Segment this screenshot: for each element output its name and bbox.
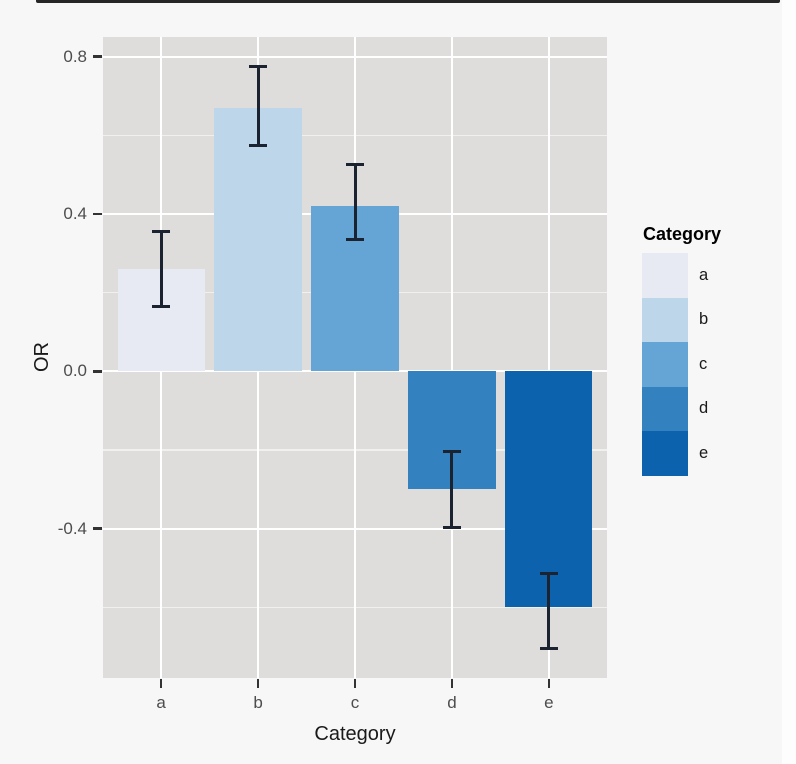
errorbar-stem [353,162,357,242]
chart-panel [103,37,607,678]
y-tick-mark [93,527,102,530]
errorbar-cap-bottom [442,525,461,529]
legend-key-d [642,386,688,431]
legend-row: c [642,342,791,387]
bar-b [214,107,302,372]
legend-label: b [699,310,709,329]
legend-label: a [699,265,709,284]
errorbar-cap-bottom [346,238,364,242]
legend-key-e [642,431,688,476]
legend: Category a b c d e [641,224,791,476]
x-tick-label: b [253,693,263,712]
errorbar-a [152,229,171,309]
y-tick-label: -0.4 [57,518,87,538]
x-tick-mark [450,679,454,688]
y-axis-title: OR [31,342,53,372]
errorbar-cap-top [249,64,268,68]
legend-label: e [699,443,709,462]
x-tick-label: d [447,693,457,712]
legend-row: a [642,253,791,298]
y-tick-label: 0.0 [63,361,87,381]
x-tick-mark [159,679,163,688]
x-tick-mark [547,679,551,688]
y-tick-label: 0.8 [63,46,87,66]
x-tick-label: e [544,693,554,712]
errorbar-d [442,449,461,529]
y-tick-mark [93,55,102,58]
errorbar-stem [256,64,260,148]
errorbar-cap-top [442,449,461,453]
legend-title: Category [643,224,722,244]
x-tick-mark [353,679,357,688]
legend-keys: a b c d e [642,253,791,476]
x-tick-mark [256,679,260,688]
legend-label: d [699,399,709,418]
legend-label: c [699,354,708,373]
legend-key-c [642,342,688,387]
errorbar-stem [547,571,551,651]
bar-e [505,371,593,608]
errorbar-cap-bottom [249,144,268,148]
errorbar-stem [450,449,454,529]
legend-row: d [642,386,791,431]
errorbar-cap-bottom [539,647,558,651]
y-tick-mark [93,212,102,216]
errorbar-b [249,64,268,148]
x-tick-label: a [156,693,166,712]
errorbar-cap-top [539,571,558,575]
errorbar-c [346,162,364,242]
y-tick-label: 0.4 [63,203,87,223]
gridline-major-vertical [450,37,453,678]
window-top-strip [36,0,780,3]
x-axis-title: Category [314,723,396,745]
errorbar-cap-top [346,162,364,166]
gridline-major-vertical [547,37,550,678]
legend-row: e [642,431,791,476]
errorbar-cap-bottom [152,305,171,309]
errorbar-stem [159,229,163,309]
legend-key-a [642,253,688,298]
errorbar-cap-top [152,229,171,233]
legend-row: b [642,297,791,342]
y-tick-mark [93,370,102,373]
errorbar-e [539,571,558,651]
x-tick-label: c [350,693,360,712]
legend-key-b [642,297,688,342]
